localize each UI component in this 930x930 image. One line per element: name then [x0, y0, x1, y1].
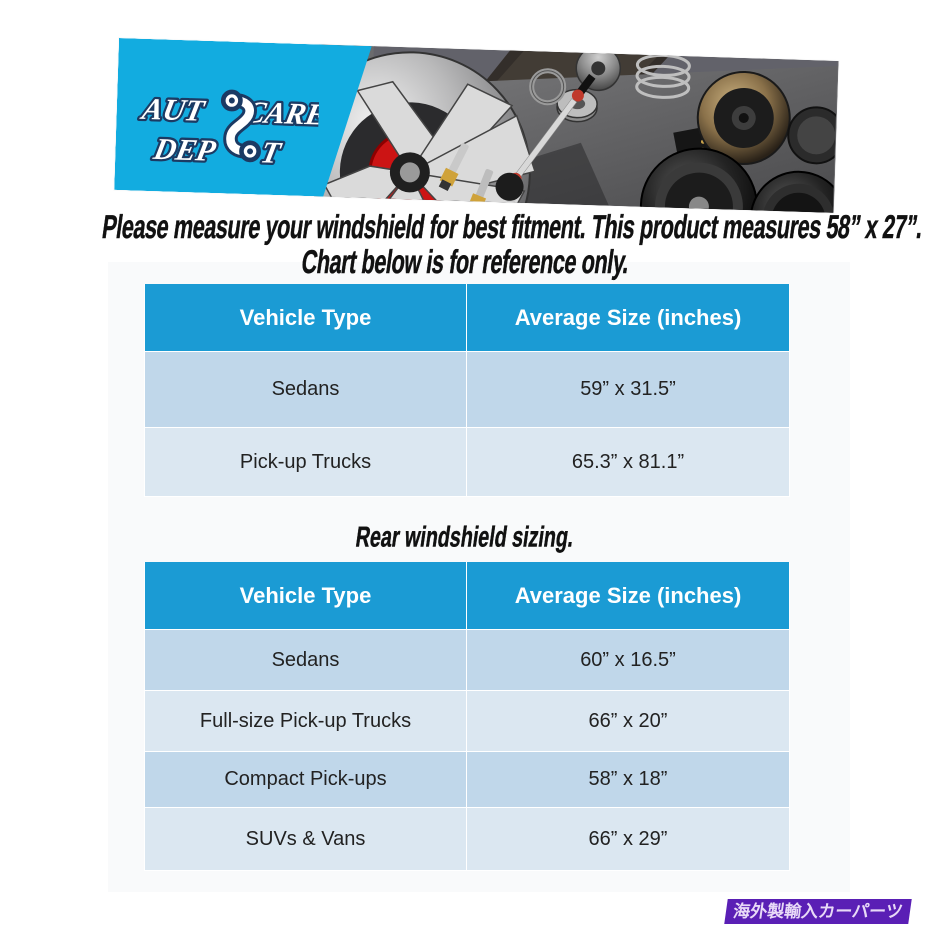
- svg-text:T: T: [258, 136, 285, 170]
- svg-text:DEP: DEP: [150, 132, 219, 168]
- svg-text:AUT: AUT: [137, 92, 208, 128]
